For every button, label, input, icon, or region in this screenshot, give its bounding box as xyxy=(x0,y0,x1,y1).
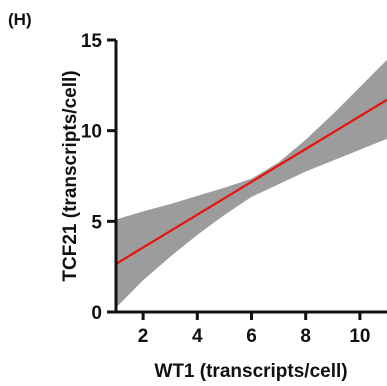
confidence-band-layer xyxy=(116,59,387,308)
x-tick-label: 2 xyxy=(138,326,149,347)
y-axis-label: TCF21 (transcripts/cell) xyxy=(60,70,81,281)
y-tick-label: 15 xyxy=(81,31,103,52)
series-layer xyxy=(115,98,387,265)
panel-label: (H) xyxy=(8,10,32,29)
x-axis-label: WT1 (transcripts/cell) xyxy=(154,361,347,382)
x-tick-label: 10 xyxy=(349,326,370,347)
x-tick-label: 4 xyxy=(192,326,203,347)
confidence-band xyxy=(116,59,387,308)
y-tick-label: 0 xyxy=(91,303,102,324)
x-tick-label: 6 xyxy=(246,326,257,347)
y-tick-label: 5 xyxy=(91,212,102,233)
regression-line xyxy=(115,98,387,265)
axes: 0 5 10 15 2 4 6 8 10 xyxy=(81,31,387,347)
x-tick-label: 8 xyxy=(300,326,311,347)
y-tick-label: 10 xyxy=(81,122,102,143)
